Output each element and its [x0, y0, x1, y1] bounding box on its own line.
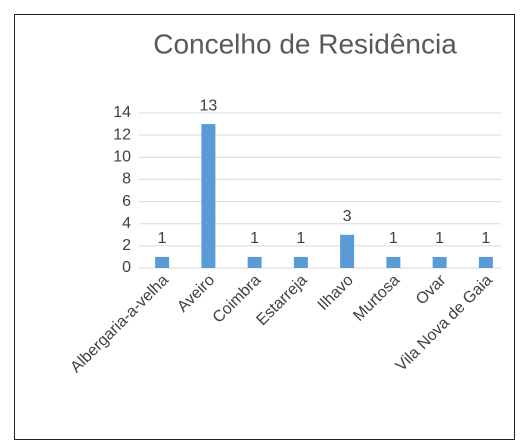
y-tick-label: 14 [113, 104, 131, 121]
bar [478, 256, 493, 268]
data-label: 1 [389, 230, 398, 247]
bar [155, 256, 170, 268]
bar [432, 256, 447, 268]
data-label: 1 [296, 230, 305, 247]
bar [293, 256, 308, 268]
bar [247, 256, 262, 268]
y-tick-label: 8 [122, 171, 131, 188]
data-label: 1 [158, 230, 167, 247]
data-label: 1 [481, 230, 490, 247]
y-tick-label: 2 [122, 237, 131, 254]
chart-border [14, 14, 515, 440]
y-tick-label: 4 [122, 215, 131, 232]
bar [340, 234, 355, 268]
y-tick-label: 10 [113, 149, 131, 166]
bar [201, 124, 216, 268]
y-tick-label: 6 [122, 193, 131, 210]
y-tick-label: 12 [113, 126, 131, 143]
chart-title: Concelho de Residência [153, 28, 457, 59]
bar [386, 256, 401, 268]
data-label: 1 [435, 230, 444, 247]
data-label: 1 [250, 230, 259, 247]
data-label: 13 [199, 97, 217, 114]
data-label: 3 [343, 208, 352, 225]
y-tick-label: 0 [122, 259, 131, 276]
